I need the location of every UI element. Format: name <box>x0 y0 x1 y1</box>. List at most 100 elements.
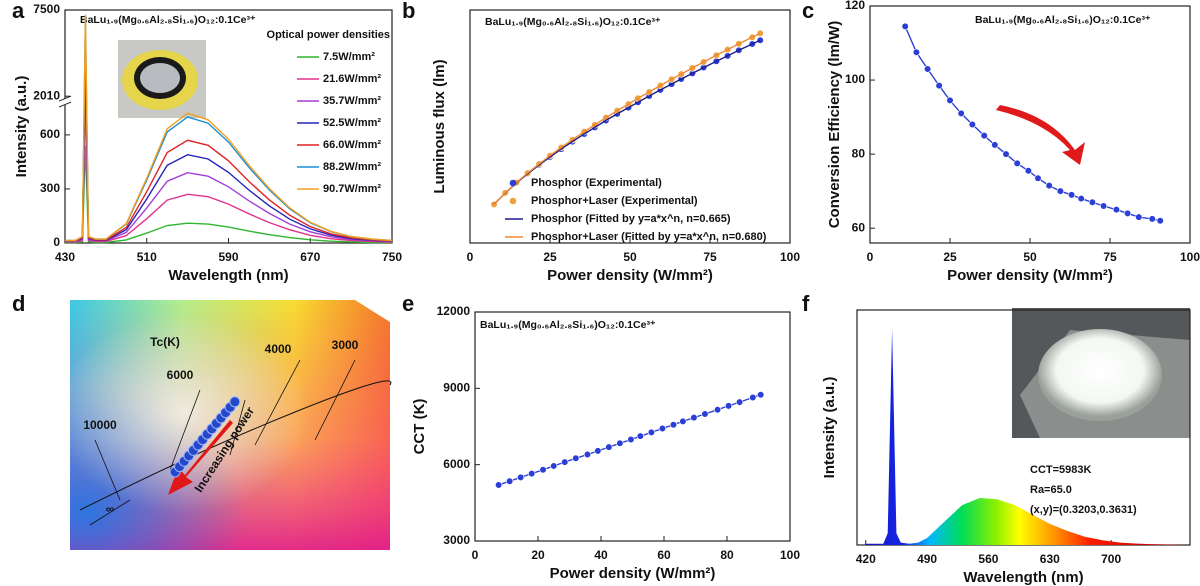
x-tick-label: 20 <box>531 548 545 562</box>
y-tick-label: 300 <box>40 181 60 195</box>
data-point <box>1013 159 1021 167</box>
y-tick-label: 2010 <box>33 88 60 102</box>
x-axis-title: Wavelength (nm) <box>963 569 1083 586</box>
data-point <box>594 447 602 455</box>
x-tick-label: 630 <box>1040 552 1060 566</box>
legend-label: 35.7W/mm² <box>323 95 381 107</box>
x-tick-label: 25 <box>943 250 957 264</box>
data-point <box>946 96 954 105</box>
formula: BaLu₁.₉(Mg₀.₆Al₂.₈Si₁.₆)O₁₂:0.1Ce³⁺ <box>80 14 256 26</box>
legend-label: 90.7W/mm² <box>323 183 381 195</box>
data-point <box>968 120 977 129</box>
data-point <box>669 421 678 429</box>
data-point <box>1088 198 1096 206</box>
x-tick-label: 50 <box>1023 250 1037 264</box>
series-line <box>493 39 761 205</box>
data-point <box>495 481 503 489</box>
data-point <box>713 406 722 414</box>
data-point <box>1034 174 1042 182</box>
panel-label: f <box>802 291 810 316</box>
x-tick-label: 490 <box>917 552 937 566</box>
data-point <box>1056 187 1064 195</box>
plot-frame <box>474 311 791 542</box>
data-point <box>572 454 580 462</box>
data-point <box>991 141 999 149</box>
data-point <box>506 477 514 485</box>
diagram-label: 4000 <box>265 342 292 356</box>
inset-photo <box>118 40 206 118</box>
formula: BaLu₁.₉(Mg₀.₆Al₂.₈Si₁.₆)O₁₂:0.1Ce³⁺ <box>975 14 1151 26</box>
data-point <box>756 36 764 44</box>
annotation: (x,y)=(0.3203,0.3631) <box>1030 504 1137 516</box>
data-point <box>1045 182 1053 190</box>
legend-label: Phosphor+Laser (Experimental) <box>531 195 698 207</box>
data-point <box>636 432 644 440</box>
x-tick-label: 750 <box>382 250 402 264</box>
y-tick-label: 60 <box>852 220 866 234</box>
data-point <box>605 443 613 451</box>
bead <box>229 396 241 408</box>
trend-arrow <box>996 105 1085 165</box>
data-point <box>756 29 764 37</box>
x-tick-label: 80 <box>720 548 734 562</box>
data-point <box>647 428 656 436</box>
x-tick-label: 100 <box>780 548 800 562</box>
panel-label: e <box>402 291 414 316</box>
series-line <box>904 26 1161 222</box>
cie-diagram <box>70 300 392 550</box>
series-line <box>65 14 393 242</box>
x-tick-label: 75 <box>703 250 717 264</box>
diagram-label: Tc(K) <box>150 335 180 349</box>
plot-frame <box>869 5 1191 244</box>
axis-break <box>58 95 72 108</box>
y-tick-label: 600 <box>40 127 60 141</box>
data-point <box>550 462 558 470</box>
x-tick-label: 0 <box>472 548 479 562</box>
data-point <box>679 417 687 426</box>
data-point <box>539 466 547 474</box>
legend-title: Optical power densities <box>267 29 390 41</box>
data-point <box>980 132 988 140</box>
inset-photo <box>1012 308 1190 438</box>
annotation: Ra=65.0 <box>1030 484 1072 496</box>
data-point <box>901 22 909 30</box>
data-point <box>757 391 765 399</box>
y-axis-title: CCT (K) <box>411 399 428 455</box>
x-tick-label: 60 <box>657 548 671 562</box>
x-tick-label: 100 <box>780 250 800 264</box>
y-axis-title: Luminous flux (lm) <box>431 59 448 193</box>
series-line <box>493 32 761 206</box>
data-point <box>1099 202 1108 210</box>
diagram-label: 3000 <box>332 338 359 352</box>
x-tick-label: 50 <box>623 250 637 264</box>
data-point <box>517 473 525 481</box>
data-point <box>923 65 932 73</box>
data-point <box>627 435 635 444</box>
y-axis-title: Intensity (a.u.) <box>821 377 838 479</box>
data-point <box>1002 150 1010 158</box>
diagram-label: 6000 <box>167 368 194 382</box>
data-point <box>583 450 592 459</box>
x-axis-title: Wavelength (nm) <box>168 267 288 284</box>
x-axis-title: Power density (W/mm²) <box>550 565 716 582</box>
x-tick-label: 75 <box>1103 250 1117 264</box>
y-axis-title: Intensity (a.u.) <box>13 76 30 178</box>
data-point <box>1148 215 1156 223</box>
legend-label: 21.6W/mm² <box>323 73 381 85</box>
legend-label: Phosphor+Laser (Fitted by y=a*x^n, n=0.6… <box>531 231 767 243</box>
x-axis-title: Power density (W/mm²) <box>947 267 1113 284</box>
x-tick-label: 670 <box>300 250 320 264</box>
legend-swatch <box>509 179 517 187</box>
x-tick-label: 0 <box>867 250 874 264</box>
y-tick-label: 120 <box>845 0 865 12</box>
legend-label: 88.2W/mm² <box>323 161 381 173</box>
data-point <box>957 109 965 117</box>
axis-break <box>59 99 71 106</box>
y-axis-title: Conversion Efficiency (lm/W) <box>826 21 843 229</box>
y-tick-label: 100 <box>845 72 865 86</box>
x-tick-label: 100 <box>1180 250 1200 264</box>
data-point <box>912 48 921 56</box>
formula: BaLu₁.₉(Mg₀.₆Al₂.₈Si₁.₆)O₁₂:0.1Ce³⁺ <box>485 16 661 28</box>
y-tick-label: 3000 <box>443 533 470 547</box>
